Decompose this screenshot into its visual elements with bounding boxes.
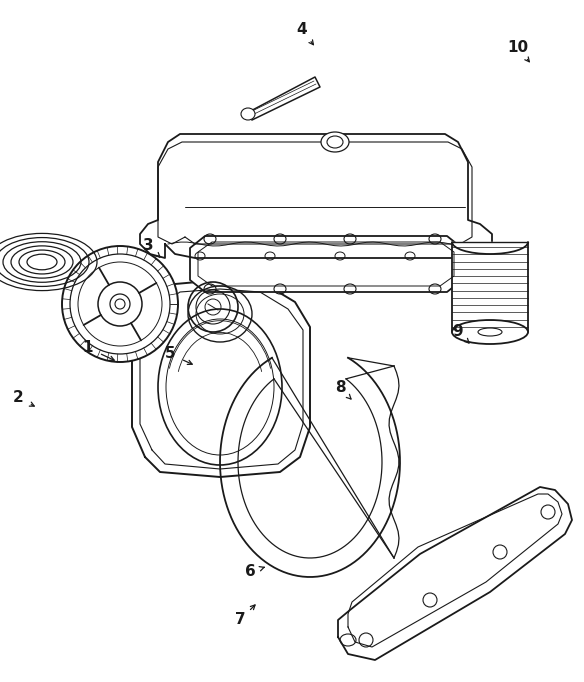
Polygon shape [140,134,492,258]
Text: 5: 5 [165,346,175,361]
Text: 8: 8 [335,381,345,396]
Polygon shape [220,358,400,577]
Ellipse shape [110,294,130,314]
Text: 9: 9 [453,325,463,340]
Text: 10: 10 [507,40,529,55]
Ellipse shape [321,132,349,152]
Ellipse shape [62,246,178,362]
Text: 3: 3 [142,239,154,254]
Text: 6: 6 [245,565,255,580]
Text: 2: 2 [13,391,23,406]
Polygon shape [132,280,310,477]
Polygon shape [190,236,462,292]
Text: 1: 1 [83,340,93,355]
Text: 7: 7 [235,612,245,627]
Ellipse shape [98,282,142,326]
Text: 4: 4 [297,23,307,38]
Ellipse shape [241,108,255,120]
Polygon shape [245,77,320,120]
Polygon shape [452,242,528,332]
Ellipse shape [452,320,528,344]
Polygon shape [338,487,572,660]
Polygon shape [382,366,399,558]
